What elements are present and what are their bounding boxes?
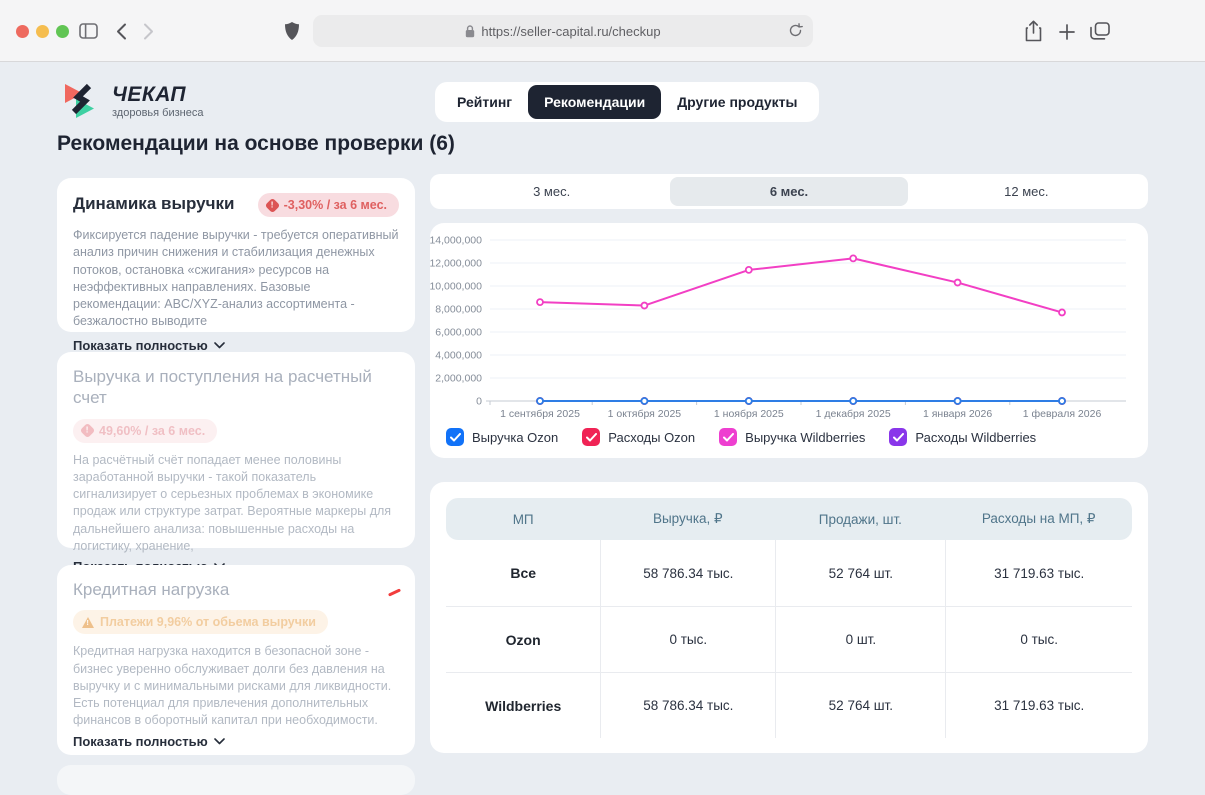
svg-text:1 октября 2025: 1 октября 2025 [608,408,682,420]
alert-triangle-icon: ! [82,617,94,628]
traffic-light-minimize[interactable] [36,25,49,38]
nav-item-rating[interactable]: Рейтинг [441,85,528,119]
new-tab-icon[interactable] [1059,24,1075,40]
card-revenue-dynamics: Динамика выручки ! -3,30% / за 6 мес. Фи… [57,178,415,332]
card-body: Фиксируется падение выручки - требуется … [73,227,399,331]
checkbox-checked-icon [446,428,464,446]
traffic-light-close[interactable] [16,25,29,38]
browser-chrome: https://seller-capital.ru/checkup [0,0,1205,62]
url-text: https://seller-capital.ru/checkup [481,24,660,39]
svg-text:14,000,000: 14,000,000 [430,235,482,247]
refresh-icon[interactable] [788,23,803,38]
logo-subtitle: здоровья бизнеса [112,107,203,119]
show-more-button[interactable]: Показать полностью [73,734,225,749]
card-title: Динамика выручки [73,193,234,214]
show-more-button[interactable]: Показать полностью [73,338,225,353]
tab-3-months[interactable]: 3 мес. [433,177,670,206]
main-nav: Рейтинг Рекомендации Другие продукты [435,82,819,122]
table-row: Wildberries 58 786.34 тыс. 52 764 шт. 31… [446,672,1132,738]
card-title: Выручка и поступления на расчетный счет [73,366,393,409]
svg-text:10,000,000: 10,000,000 [430,281,482,293]
sidebar-toggle-icon[interactable] [79,23,98,39]
chart-legend: Выручка Ozon Расходы Ozon Выручка Wildbe… [446,428,1036,446]
logo[interactable]: ЧЕКАП здоровья бизнеса [63,80,203,122]
back-icon[interactable] [116,23,127,40]
svg-text:4,000,000: 4,000,000 [435,350,482,362]
shield-icon[interactable] [284,21,300,41]
column-header: Выручка, ₽ [600,511,775,527]
lock-icon [465,25,475,38]
card-body: Кредитная нагрузка находится в безопасно… [73,643,399,729]
status-badge: ! -3,30% / за 6 мес. [258,193,399,217]
svg-text:1 февраля 2026: 1 февраля 2026 [1023,408,1102,420]
card-body: На расчётный счёт попадает менее половин… [73,452,399,556]
address-bar[interactable]: https://seller-capital.ru/checkup [313,15,813,47]
table-row: Ozon 0 тыс. 0 шт. 0 тыс. [446,606,1132,672]
card-title: Кредитная нагрузка [73,579,399,600]
chevron-down-icon [214,738,225,745]
table-header: МП Выручка, ₽ Продажи, шт. Расходы на МП… [446,498,1132,540]
nav-item-recommendations[interactable]: Рекомендации [528,85,661,119]
svg-text:1 сентября 2025: 1 сентября 2025 [500,408,580,420]
svg-text:1 ноября 2025: 1 ноября 2025 [714,408,784,420]
card-credit-load: Кредитная нагрузка ! Платежи 9,96% от об… [57,565,415,755]
column-header: Продажи, шт. [775,512,945,527]
marketplace-table-card: МП Выручка, ₽ Продажи, шт. Расходы на МП… [430,482,1148,753]
svg-text:6,000,000: 6,000,000 [435,327,482,339]
svg-text:12,000,000: 12,000,000 [430,258,482,270]
period-tabs: 3 мес. 6 мес. 12 мес. [430,174,1148,209]
column-header: Расходы на МП, ₽ [945,511,1132,527]
table-row: Все 58 786.34 тыс. 52 764 шт. 31 719.63 … [446,540,1132,606]
chevron-down-icon [214,342,225,349]
legend-item-revenue-wildberries[interactable]: Выручка Wildberries [719,428,865,446]
tabs-overview-icon[interactable] [1090,22,1110,40]
svg-text:0: 0 [476,396,482,408]
status-badge: ! Платежи 9,96% от обьема выручки [73,610,328,634]
nav-item-other-products[interactable]: Другие продукты [661,85,813,119]
legend-item-expenses-wildberries[interactable]: Расходы Wildberries [889,428,1036,446]
card-revenue-receipts: Выручка и поступления на расчетный счет … [57,352,415,548]
alert-diamond-icon: ! [264,197,280,213]
legend-item-revenue-ozon[interactable]: Выручка Ozon [446,428,558,446]
svg-text:8,000,000: 8,000,000 [435,304,482,316]
tab-6-months[interactable]: 6 мес. [670,177,907,206]
alert-diamond-icon: ! [80,423,96,439]
logo-title: ЧЕКАП [112,84,203,105]
forward-icon[interactable] [143,23,154,40]
share-icon[interactable] [1025,20,1042,42]
svg-text:1 января 2026: 1 января 2026 [923,408,992,420]
chart-card: 0 2,000,000 4,000,000 6,000,000 8,000,000 10,… [430,223,1148,458]
checkbox-checked-icon [889,428,907,446]
logo-icon [63,80,103,122]
svg-text:1 декабря 2025: 1 декабря 2025 [816,408,891,420]
page-title: Рекомендации на основе проверки (6) [57,132,455,156]
column-header: МП [446,512,600,527]
tab-12-months[interactable]: 12 мес. [908,177,1145,206]
legend-item-expenses-ozon[interactable]: Расходы Ozon [582,428,695,446]
line-chart: 0 2,000,000 4,000,000 6,000,000 8,000,000 10,… [430,223,1148,423]
traffic-light-zoom[interactable] [56,25,69,38]
checkbox-checked-icon [582,428,600,446]
svg-text:2,000,000: 2,000,000 [435,373,482,385]
status-badge: ! 49,60% / за 6 мес. [73,419,217,443]
next-card-peek [57,765,415,795]
checkbox-checked-icon [719,428,737,446]
